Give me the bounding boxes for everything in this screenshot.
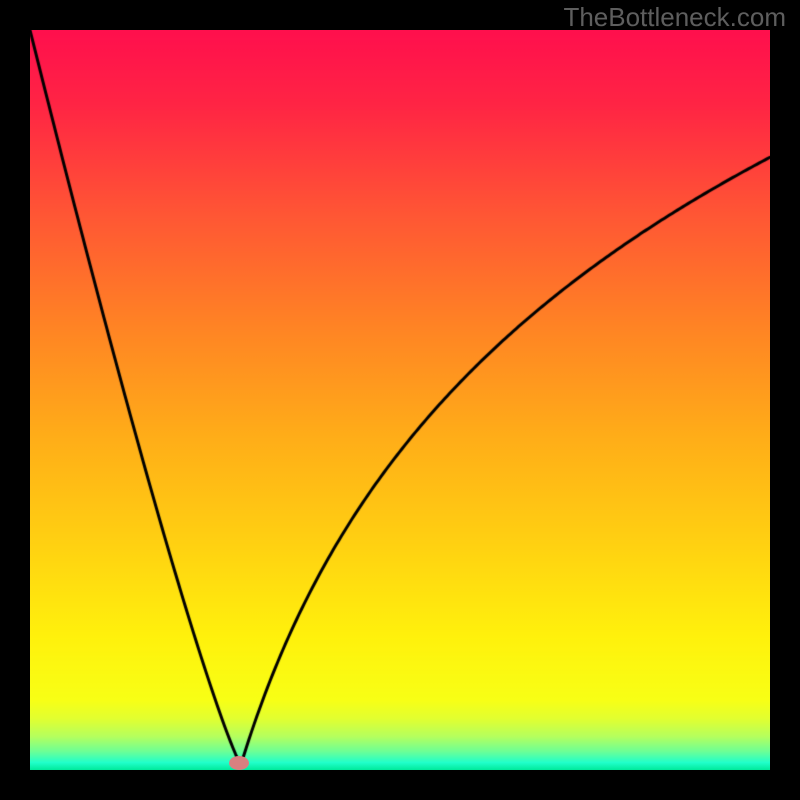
bottleneck-curve [0, 0, 800, 800]
